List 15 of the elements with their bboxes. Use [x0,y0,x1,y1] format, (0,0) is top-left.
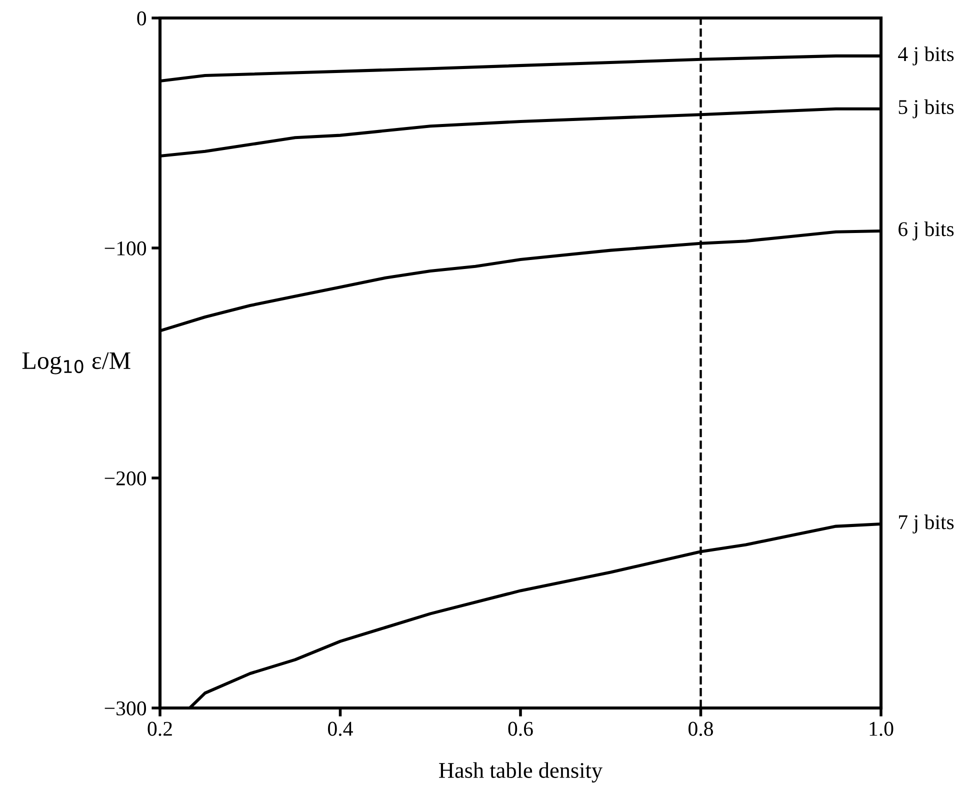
x-tick-label: 0.8 [688,722,713,736]
x-tick-label: 0.4 [328,722,353,736]
series-label: 7 j bits [899,514,954,534]
y-axis-title: Log$_{10}$ ε/M [22,352,130,374]
series-label: 5 j bits [898,99,954,118]
x-tick-label: 0.6 [508,722,533,736]
x-axis-title: Hash table density [439,762,602,783]
y-tick-label: −100 [104,241,146,256]
series-label: 4 j bits [898,46,954,66]
y-tick-label: −300 [104,701,146,716]
y-tick-label: −200 [104,471,146,486]
series-label: 6 j bits [898,222,954,240]
y-tick-label: 0 [137,11,146,26]
x-tick-label: 1.0 [870,722,894,736]
x-tick-label: 0.2 [148,722,172,736]
